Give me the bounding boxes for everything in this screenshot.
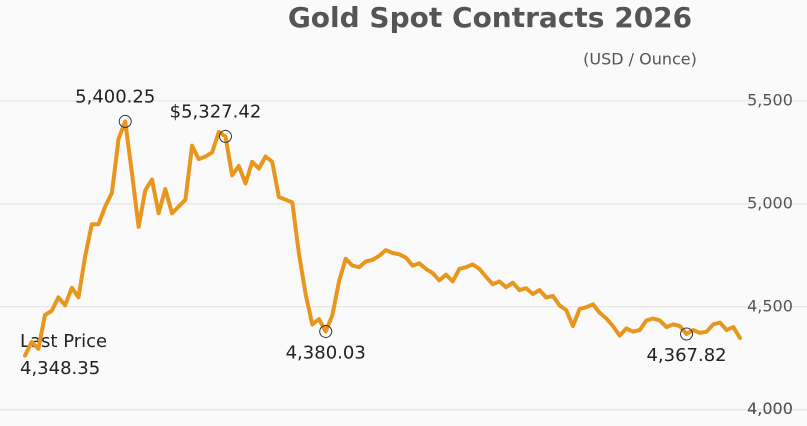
data-label: $5,327.42 bbox=[170, 101, 262, 122]
data-label: 4,367.82 bbox=[646, 345, 726, 366]
data-label: 4,380.03 bbox=[286, 342, 366, 363]
point-marker bbox=[319, 324, 333, 338]
last-price-value: 4,348.35 bbox=[20, 358, 100, 379]
y-tick-label: 5,000 bbox=[747, 193, 793, 212]
point-marker bbox=[218, 129, 232, 143]
y-tick-label: 4,000 bbox=[747, 399, 793, 418]
y-tick-label: 4,500 bbox=[747, 296, 793, 315]
y-tick-label: 5,500 bbox=[747, 90, 793, 109]
point-marker bbox=[118, 114, 132, 128]
y-tick-label: 4,000 bbox=[747, 399, 793, 418]
price-line bbox=[23, 119, 742, 358]
point-marker bbox=[680, 327, 694, 341]
data-label: 5,400.25 bbox=[75, 86, 155, 107]
chart-title: Gold Spot Contracts 2026 bbox=[288, 1, 692, 34]
chart-subtitle: (USD / Ounce) bbox=[583, 50, 697, 69]
